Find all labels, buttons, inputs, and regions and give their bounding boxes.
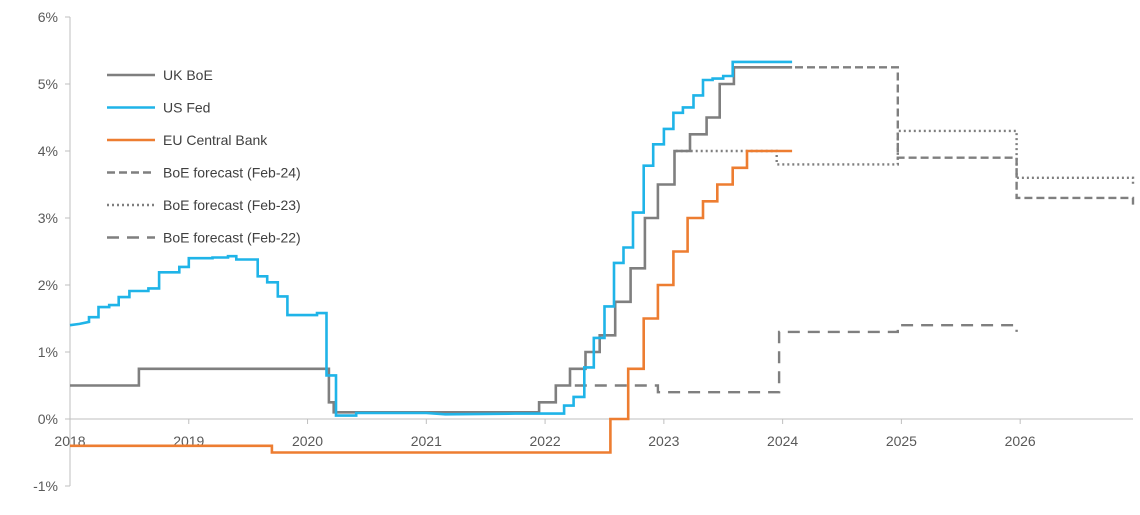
- x-tick-label: 2024: [767, 433, 798, 449]
- series-line-1: [69, 60, 793, 417]
- x-tick-label: 2020: [292, 433, 323, 449]
- series-line-5: [574, 324, 1018, 394]
- y-tick-label: 1%: [38, 344, 58, 360]
- axes: [69, 17, 1133, 486]
- x-tick-label: 2026: [1005, 433, 1036, 449]
- y-tick-label: 5%: [38, 76, 58, 92]
- y-tick-label: 4%: [38, 143, 58, 159]
- y-tick-label: 0%: [38, 411, 58, 427]
- y-tick-label: -1%: [33, 478, 58, 494]
- x-tick-label: 2023: [648, 433, 679, 449]
- series-line-4: [675, 129, 1135, 185]
- series-line-0: [70, 66, 793, 414]
- x-tick-label: 2025: [886, 433, 917, 449]
- series-line-3: [747, 66, 1135, 205]
- y-tick-label: 3%: [38, 210, 58, 226]
- legend-label: US Fed: [163, 100, 210, 116]
- legend-label: UK BoE: [163, 67, 213, 83]
- legend-label: BoE forecast (Feb-23): [163, 197, 301, 213]
- legend-label: BoE forecast (Feb-22): [163, 230, 301, 246]
- y-tick-label: 2%: [38, 277, 58, 293]
- legend-label: EU Central Bank: [163, 132, 268, 148]
- y-tick-labels: -1% 0% 1% 2% 3% 4% 5% 6%: [33, 9, 70, 494]
- legend: UK BoE US Fed EU Central Bank BoE forecast …: [107, 67, 301, 246]
- x-tick-label: 2022: [530, 433, 561, 449]
- series-layer: [69, 60, 1135, 454]
- legend-label: BoE forecast (Feb-24): [163, 165, 301, 181]
- x-tick-label: 2021: [411, 433, 442, 449]
- y-tick-label: 6%: [38, 9, 58, 25]
- series-line-2: [70, 149, 793, 454]
